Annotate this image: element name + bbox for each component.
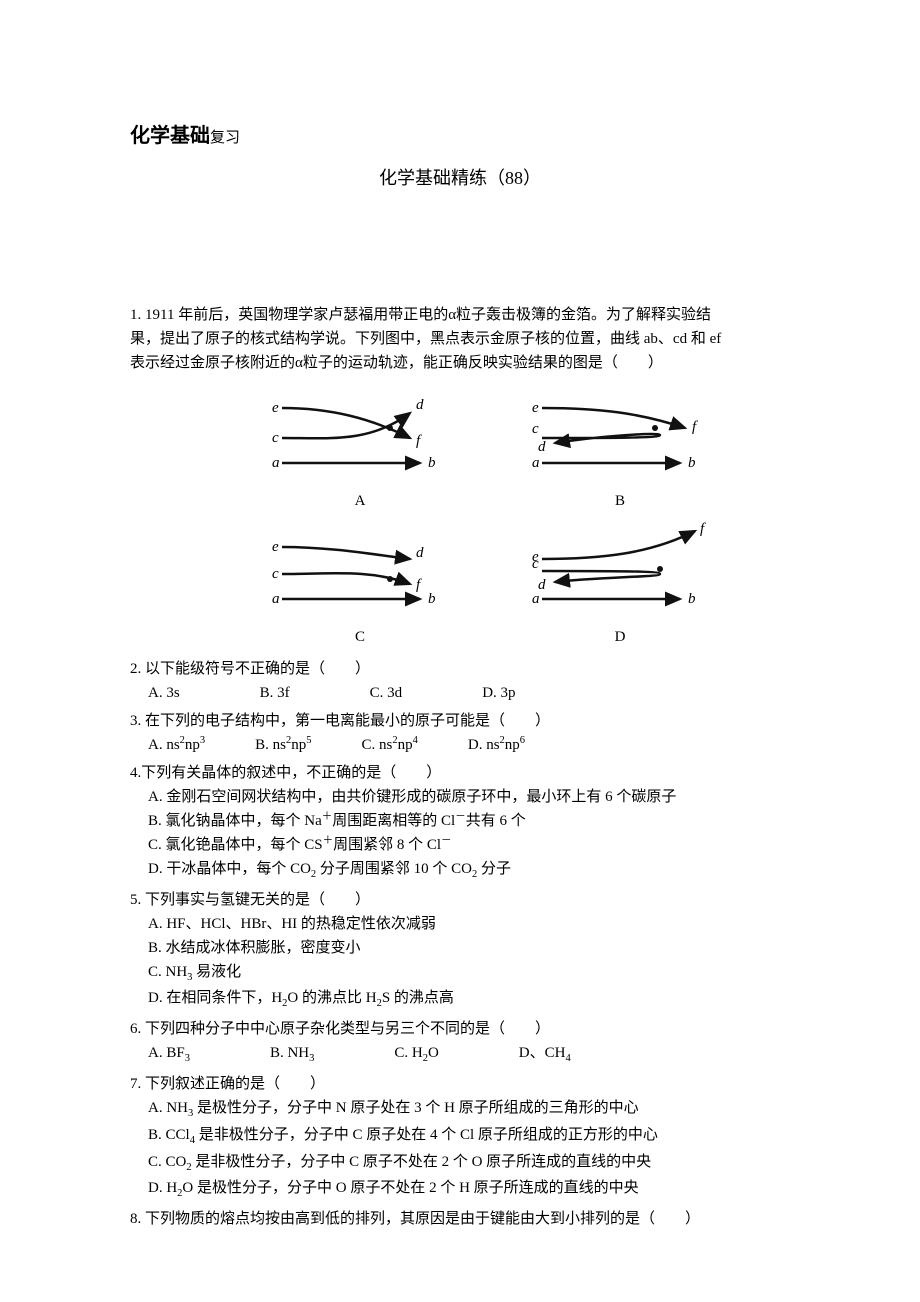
q6-opt-a: A. BF3: [148, 1041, 190, 1068]
q1-panel-b: a b c d e f B: [520, 383, 720, 513]
q6-opt-d: D、CH4: [519, 1041, 571, 1068]
q2-opt-d: D. 3p: [482, 681, 515, 705]
svg-text:c: c: [272, 430, 279, 446]
question-6: 6. 下列四种分子中中心原子杂化类型与另三个不同的是（ ） A. BF3 B. …: [130, 1017, 790, 1068]
q7-stem: 下列叙述正确的是（ ）: [145, 1076, 325, 1092]
q3-opt-a: A. ns2np3: [148, 733, 205, 757]
svg-text:f: f: [692, 419, 698, 435]
q4-options: A. 金刚石空间网状结构中，由共价键形成的碳原子环中，最小环上有 6 个碳原子 …: [130, 785, 790, 884]
q2-opt-a: A. 3s: [148, 681, 180, 705]
svg-text:f: f: [416, 433, 422, 449]
q1-panel-a: a b c d e f A: [260, 383, 460, 513]
q5-opt-a: A. HF、HCl、HBr、HI 的热稳定性依次减弱: [148, 912, 790, 936]
svg-text:a: a: [272, 591, 280, 607]
q4-opt-d: D. 干冰晶体中，每个 CO2 分子周围紧邻 10 个 CO2 分子: [148, 857, 790, 884]
svg-text:d: d: [416, 397, 424, 413]
q1-label-d: D: [520, 625, 720, 649]
page-header: 化学基础复习: [130, 120, 790, 152]
q3-opt-c: C. ns2np4: [362, 733, 418, 757]
svg-text:e: e: [272, 539, 279, 555]
q7-options: A. NH3 是极性分子，分子中 N 原子处在 3 个 H 原子所组成的三角形的…: [130, 1096, 790, 1203]
svg-text:b: b: [428, 591, 436, 607]
q6-stem: 下列四种分子中中心原子杂化类型与另三个不同的是（ ）: [145, 1021, 550, 1037]
q1-label-b: B: [520, 489, 720, 513]
question-4: 4.下列有关晶体的叙述中，不正确的是（ ） A. 金刚石空间网状结构中，由共价键…: [130, 761, 790, 884]
q2-options: A. 3s B. 3f C. 3d D. 3p: [130, 681, 790, 705]
svg-text:f: f: [416, 577, 422, 593]
q5-opt-b: B. 水结成冰体积膨胀，密度变小: [148, 936, 790, 960]
question-7: 7. 下列叙述正确的是（ ） A. NH3 是极性分子，分子中 N 原子处在 3…: [130, 1072, 790, 1203]
svg-text:b: b: [688, 455, 696, 471]
q1-line-1: 1. 1911 年前后，英国物理学家卢瑟福用带正电的α粒子轰击极簿的金箔。为了解…: [130, 303, 790, 327]
q7-opt-d: D. H2O 是极性分子，分子中 O 原子不处在 2 个 H 原子所连成的直线的…: [148, 1176, 790, 1203]
svg-text:d: d: [538, 577, 546, 593]
q1-figure: a b c d e f A a b: [190, 383, 790, 649]
svg-text:b: b: [428, 455, 436, 471]
q5-opt-d: D. 在相同条件下，H2O 的沸点比 H2S 的沸点高: [148, 986, 790, 1013]
q1-line-3: 表示经过金原子核附近的α粒子的运动轨迹，能正确反映实验结果的图是（ ）: [130, 351, 790, 375]
svg-text:b: b: [688, 591, 696, 607]
q5-options: A. HF、HCl、HBr、HI 的热稳定性依次减弱 B. 水结成冰体积膨胀，密…: [130, 912, 790, 1014]
q5-opt-c: C. NH3 易液化: [148, 960, 790, 987]
q2-opt-b: B. 3f: [260, 681, 290, 705]
q7-opt-a: A. NH3 是极性分子，分子中 N 原子处在 3 个 H 原子所组成的三角形的…: [148, 1096, 790, 1123]
q4-stem: 下列有关晶体的叙述中，不正确的是（ ）: [141, 765, 441, 781]
q6-opt-b: B. NH3: [270, 1041, 314, 1068]
q3-opt-b: B. ns2np5: [255, 733, 311, 757]
svg-text:d: d: [416, 545, 424, 561]
question-3: 3. 在下列的电子结构中，第一电离能最小的原子可能是（ ） A. ns2np3 …: [130, 709, 790, 757]
q4-opt-b: B. 氯化钠晶体中，每个 Na＋周围距离相等的 Cl－共有 6 个: [148, 809, 790, 833]
q5-stem: 下列事实与氢键无关的是（ ）: [145, 892, 370, 908]
q1-panel-c: a b c d e f C: [260, 519, 460, 649]
subtitle: 化学基础精练（88）: [130, 164, 790, 193]
q3-options: A. ns2np3 B. ns2np5 C. ns2np4 D. ns2np6: [130, 733, 790, 757]
svg-text:d: d: [538, 439, 546, 455]
q3-stem: 在下列的电子结构中，第一电离能最小的原子可能是（ ）: [145, 713, 550, 729]
q4-opt-c: C. 氯化铯晶体中，每个 CS＋周围紧邻 8 个 Cl－: [148, 833, 790, 857]
q2-opt-c: C. 3d: [370, 681, 403, 705]
svg-text:f: f: [700, 521, 706, 537]
header-main: 化学基础: [130, 125, 210, 147]
svg-text:c: c: [532, 421, 539, 437]
q6-opt-c: C. H2O: [394, 1041, 438, 1068]
q1-panel-d: a b c d e f D: [520, 519, 720, 649]
q3-opt-d: D. ns2np6: [468, 733, 525, 757]
q2-stem: 以下能级符号不正确的是（ ）: [145, 661, 370, 677]
svg-text:a: a: [272, 455, 280, 471]
svg-text:e: e: [272, 400, 279, 416]
q7-opt-b: B. CCl4 是非极性分子，分子中 C 原子处在 4 个 Cl 原子所组成的正…: [148, 1123, 790, 1150]
question-1: 1. 1911 年前后，英国物理学家卢瑟福用带正电的α粒子轰击极簿的金箔。为了解…: [130, 303, 790, 649]
q1-line-2: 果，提出了原子的核式结构学说。下列图中，黑点表示金原子核的位置，曲线 ab、cd…: [130, 327, 790, 351]
q1-label-a: A: [260, 489, 460, 513]
svg-text:c: c: [272, 566, 279, 582]
svg-text:e: e: [532, 400, 539, 416]
question-8: 8. 下列物质的熔点均按由高到低的排列，其原因是由于键能由大到小排列的是（ ）: [130, 1207, 790, 1231]
svg-text:a: a: [532, 591, 540, 607]
question-2: 2. 以下能级符号不正确的是（ ） A. 3s B. 3f C. 3d D. 3…: [130, 657, 790, 705]
q7-opt-c: C. CO2 是非极性分子，分子中 C 原子不处在 2 个 O 原子所连成的直线…: [148, 1150, 790, 1177]
q8-stem: 下列物质的熔点均按由高到低的排列，其原因是由于键能由大到小排列的是（ ）: [145, 1211, 700, 1227]
svg-text:e: e: [532, 549, 539, 565]
q4-opt-a: A. 金刚石空间网状结构中，由共价键形成的碳原子环中，最小环上有 6 个碳原子: [148, 785, 790, 809]
q6-options: A. BF3 B. NH3 C. H2O D、CH4: [130, 1041, 790, 1068]
svg-text:a: a: [532, 455, 540, 471]
question-5: 5. 下列事实与氢键无关的是（ ） A. HF、HCl、HBr、HI 的热稳定性…: [130, 888, 790, 1014]
q1-label-c: C: [260, 625, 460, 649]
header-sub: 复习: [210, 130, 240, 146]
